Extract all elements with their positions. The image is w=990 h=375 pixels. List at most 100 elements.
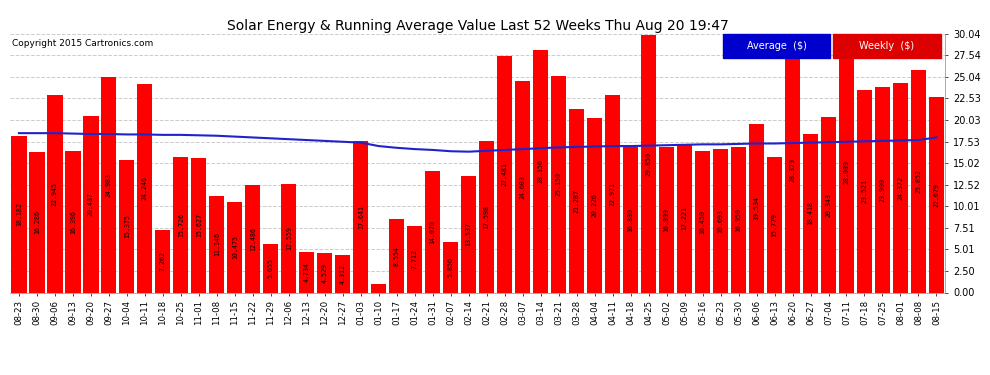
Bar (173, 157, 188, 292)
Text: 23.521: 23.521 (861, 179, 867, 203)
Bar (353, 141, 368, 292)
Text: 25.852: 25.852 (916, 169, 922, 193)
Text: 28.379: 28.379 (789, 158, 796, 182)
Bar (911, 70, 926, 292)
Bar (803, 134, 818, 292)
Text: 8.554: 8.554 (394, 246, 400, 266)
Text: 5.856: 5.856 (447, 257, 453, 277)
Text: 15.726: 15.726 (178, 213, 184, 237)
Text: 15.779: 15.779 (771, 213, 777, 237)
Text: 15.627: 15.627 (196, 213, 202, 237)
Text: 20.226: 20.226 (592, 194, 598, 217)
Text: 27.481: 27.481 (502, 162, 508, 186)
Bar (65, 151, 80, 292)
Bar (731, 147, 746, 292)
Text: 16.396: 16.396 (70, 210, 76, 234)
Text: 16.880: 16.880 (628, 208, 634, 232)
Text: 24.246: 24.246 (142, 176, 148, 200)
Text: 5.655: 5.655 (267, 258, 274, 278)
FancyBboxPatch shape (834, 34, 940, 58)
Bar (605, 94, 621, 292)
Bar (371, 284, 386, 292)
Bar (641, 35, 656, 292)
Bar (713, 149, 729, 292)
Bar (893, 82, 908, 292)
Bar (515, 81, 531, 292)
Bar (587, 118, 602, 292)
Bar (317, 254, 333, 292)
Text: 20.343: 20.343 (826, 193, 832, 217)
Text: 17.221: 17.221 (681, 206, 688, 230)
Bar (444, 242, 458, 292)
FancyBboxPatch shape (723, 34, 831, 58)
Text: 16.693: 16.693 (718, 209, 724, 232)
Bar (227, 202, 243, 292)
Bar (839, 51, 854, 292)
Text: Weekly  ($): Weekly ($) (859, 41, 915, 51)
Text: 24.603: 24.603 (520, 174, 526, 198)
Bar (119, 160, 135, 292)
Bar (83, 116, 99, 292)
Bar (533, 50, 548, 292)
Text: 4.529: 4.529 (322, 263, 328, 283)
Text: 13.537: 13.537 (465, 222, 471, 246)
Bar (695, 151, 710, 292)
Bar (246, 185, 260, 292)
Text: 24.983: 24.983 (106, 173, 112, 197)
Text: 19.534: 19.534 (753, 196, 759, 220)
Bar (263, 244, 278, 292)
Text: 14.070: 14.070 (430, 220, 436, 244)
Bar (748, 124, 764, 292)
Text: 21.287: 21.287 (573, 189, 579, 213)
Text: 20.487: 20.487 (88, 192, 94, 216)
Text: 7.712: 7.712 (412, 249, 418, 269)
Bar (479, 141, 494, 292)
Text: 7.262: 7.262 (159, 251, 166, 271)
Text: 25.150: 25.150 (555, 172, 561, 196)
Text: 24.372: 24.372 (898, 176, 904, 200)
Bar (821, 117, 837, 292)
Text: 16.899: 16.899 (663, 208, 669, 232)
Bar (11, 136, 27, 292)
Text: 15.375: 15.375 (124, 214, 130, 238)
Bar (389, 219, 404, 292)
Text: 22.679: 22.679 (934, 183, 940, 207)
Text: 12.559: 12.559 (286, 226, 292, 251)
Title: Solar Energy & Running Average Value Last 52 Weeks Thu Aug 20 19:47: Solar Energy & Running Average Value Las… (227, 19, 729, 33)
Bar (191, 158, 207, 292)
Text: 18.418: 18.418 (808, 201, 814, 225)
Bar (155, 230, 170, 292)
Bar (407, 226, 423, 292)
Text: 18.182: 18.182 (16, 202, 22, 226)
Text: 4.312: 4.312 (340, 264, 346, 284)
Text: 11.146: 11.146 (214, 232, 220, 256)
Bar (138, 84, 152, 292)
Bar (209, 196, 225, 292)
Bar (569, 109, 584, 292)
Text: 17.598: 17.598 (484, 205, 490, 229)
Bar (875, 87, 890, 292)
Bar (425, 171, 441, 292)
Bar (101, 77, 117, 292)
Text: 12.486: 12.486 (249, 227, 255, 251)
Text: 16.286: 16.286 (34, 210, 40, 234)
Bar (30, 152, 45, 292)
Bar (281, 184, 296, 292)
Bar (677, 144, 692, 292)
Text: 4.734: 4.734 (304, 262, 310, 282)
Bar (48, 95, 62, 292)
Text: 22.945: 22.945 (51, 182, 57, 206)
Text: 22.971: 22.971 (610, 182, 616, 206)
Text: Average  ($): Average ($) (746, 41, 807, 51)
Bar (497, 56, 512, 292)
Bar (335, 255, 350, 292)
Bar (623, 147, 639, 292)
Bar (856, 90, 872, 292)
Text: 28.156: 28.156 (538, 159, 544, 183)
Bar (785, 48, 800, 292)
Bar (299, 252, 315, 292)
Text: 29.850: 29.850 (645, 152, 651, 176)
Text: 10.475: 10.475 (232, 236, 238, 260)
Bar (659, 147, 674, 292)
Bar (767, 157, 782, 292)
